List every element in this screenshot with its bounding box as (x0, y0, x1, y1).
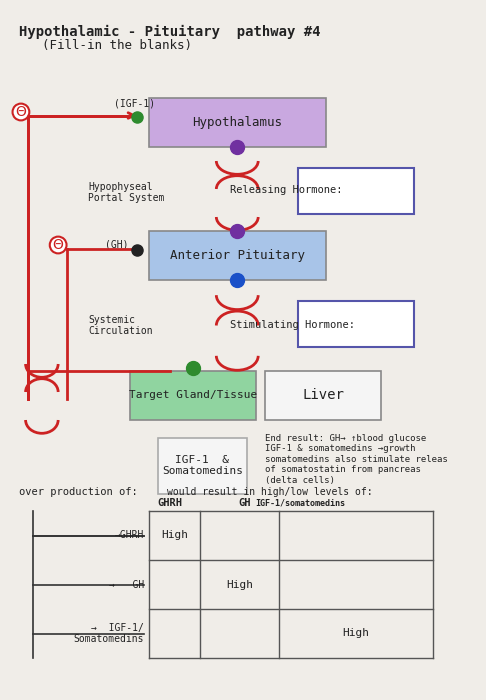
FancyBboxPatch shape (265, 371, 382, 420)
Text: Liver: Liver (302, 389, 344, 402)
FancyBboxPatch shape (149, 231, 326, 280)
Text: Hypothalamic - Pituitary  pathway #4: Hypothalamic - Pituitary pathway #4 (18, 25, 320, 38)
Text: (Fill-in the blanks): (Fill-in the blanks) (42, 38, 192, 52)
Text: Hypothalamus: Hypothalamus (192, 116, 282, 129)
Text: GH: GH (238, 498, 250, 508)
Text: Θ: Θ (16, 105, 26, 119)
Text: GHRH: GHRH (157, 498, 182, 508)
FancyBboxPatch shape (130, 371, 256, 420)
Text: Stimulating Hormone:: Stimulating Hormone: (230, 321, 355, 330)
Text: High: High (161, 531, 188, 540)
Text: Θ: Θ (52, 238, 64, 252)
FancyBboxPatch shape (149, 98, 326, 147)
Text: (GH): (GH) (104, 240, 128, 250)
Text: →  IGF-1/
Somatomedins: → IGF-1/ Somatomedins (74, 623, 144, 644)
Text: Hypophyseal
Portal System: Hypophyseal Portal System (88, 182, 165, 203)
Text: (IGF-1): (IGF-1) (114, 99, 155, 108)
Text: Target Gland/Tissue: Target Gland/Tissue (129, 391, 257, 400)
Text: High: High (342, 629, 369, 638)
FancyBboxPatch shape (298, 301, 414, 346)
Text: IGF-1  &
Somatomedins: IGF-1 & Somatomedins (162, 455, 243, 476)
Text: Systemic
Circulation: Systemic Circulation (88, 315, 153, 336)
Text: →GHRH: →GHRH (115, 531, 144, 540)
Text: over production of:: over production of: (18, 487, 138, 497)
Text: End result: GH→ ↑blood glucose
IGF-1 & somatomedins →growth
somatomedins also st: End result: GH→ ↑blood glucose IGF-1 & s… (265, 434, 448, 484)
Text: Releasing Hormone:: Releasing Hormone: (230, 186, 343, 195)
FancyBboxPatch shape (298, 168, 414, 214)
Text: →   GH: → GH (109, 580, 144, 589)
Text: IGF-1/somatomedins: IGF-1/somatomedins (255, 498, 345, 508)
Text: would result in high/low levels of:: would result in high/low levels of: (168, 487, 373, 497)
Text: High: High (226, 580, 253, 589)
Text: Anterior Pituitary: Anterior Pituitary (170, 249, 305, 262)
FancyBboxPatch shape (158, 438, 246, 494)
